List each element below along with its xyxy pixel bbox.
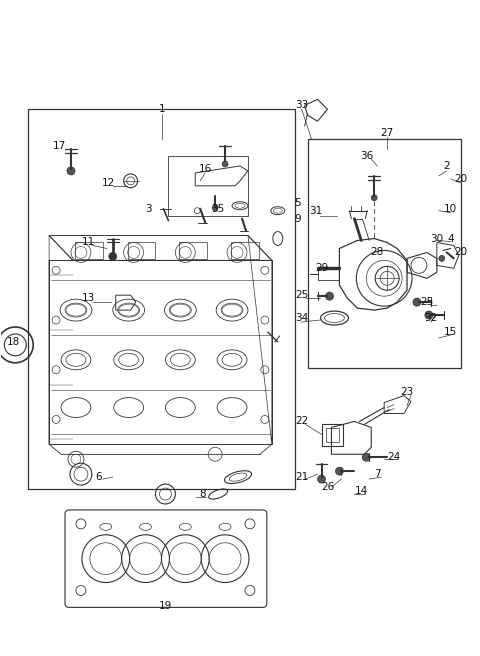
Text: 22: 22 [295,417,308,426]
Circle shape [318,475,325,483]
Text: 24: 24 [387,452,401,462]
Bar [28,110,295,489]
Circle shape [425,311,433,319]
Circle shape [212,205,218,211]
Text: 6: 6 [96,472,102,482]
Text: 35: 35 [212,204,225,214]
Text: 25: 25 [295,290,308,300]
Text: 27: 27 [381,128,394,138]
Text: 20: 20 [454,247,467,257]
Text: 13: 13 [82,293,96,303]
Text: 12: 12 [102,178,115,188]
Text: 18: 18 [7,337,20,347]
Circle shape [371,195,377,201]
Text: 2: 2 [444,161,450,171]
Text: 1: 1 [159,104,166,114]
Circle shape [413,298,421,306]
Text: 26: 26 [321,482,334,492]
Circle shape [439,255,445,261]
Text: 17: 17 [52,141,66,151]
Text: 30: 30 [430,234,444,243]
Text: 21: 21 [295,472,308,482]
Circle shape [222,161,228,167]
Text: 20: 20 [454,174,467,184]
Text: 9: 9 [294,214,301,224]
Bar [325,428,339,442]
Circle shape [336,467,343,475]
Text: 10: 10 [444,204,457,214]
Text: 11: 11 [82,237,96,247]
Text: 31: 31 [309,206,322,216]
Text: 14: 14 [355,486,368,496]
Bar [308,139,461,368]
Text: 23: 23 [400,386,414,397]
Circle shape [325,292,334,300]
Circle shape [362,453,370,461]
Text: 33: 33 [295,100,308,110]
Text: 15: 15 [444,327,457,337]
Text: 8: 8 [199,489,205,499]
Text: 25: 25 [420,297,433,307]
Text: 16: 16 [199,164,212,174]
Text: 32: 32 [424,313,437,323]
Text: 28: 28 [371,247,384,257]
Text: 4: 4 [447,234,454,243]
Bar [322,424,343,446]
Text: 36: 36 [360,151,374,161]
Circle shape [109,253,117,260]
Text: 7: 7 [374,469,381,479]
Text: 34: 34 [295,313,308,323]
Text: 3: 3 [145,204,152,214]
Text: 29: 29 [315,263,328,274]
Text: 5: 5 [294,197,301,208]
Text: 19: 19 [159,602,172,611]
Circle shape [67,167,75,175]
Bar [168,156,248,216]
